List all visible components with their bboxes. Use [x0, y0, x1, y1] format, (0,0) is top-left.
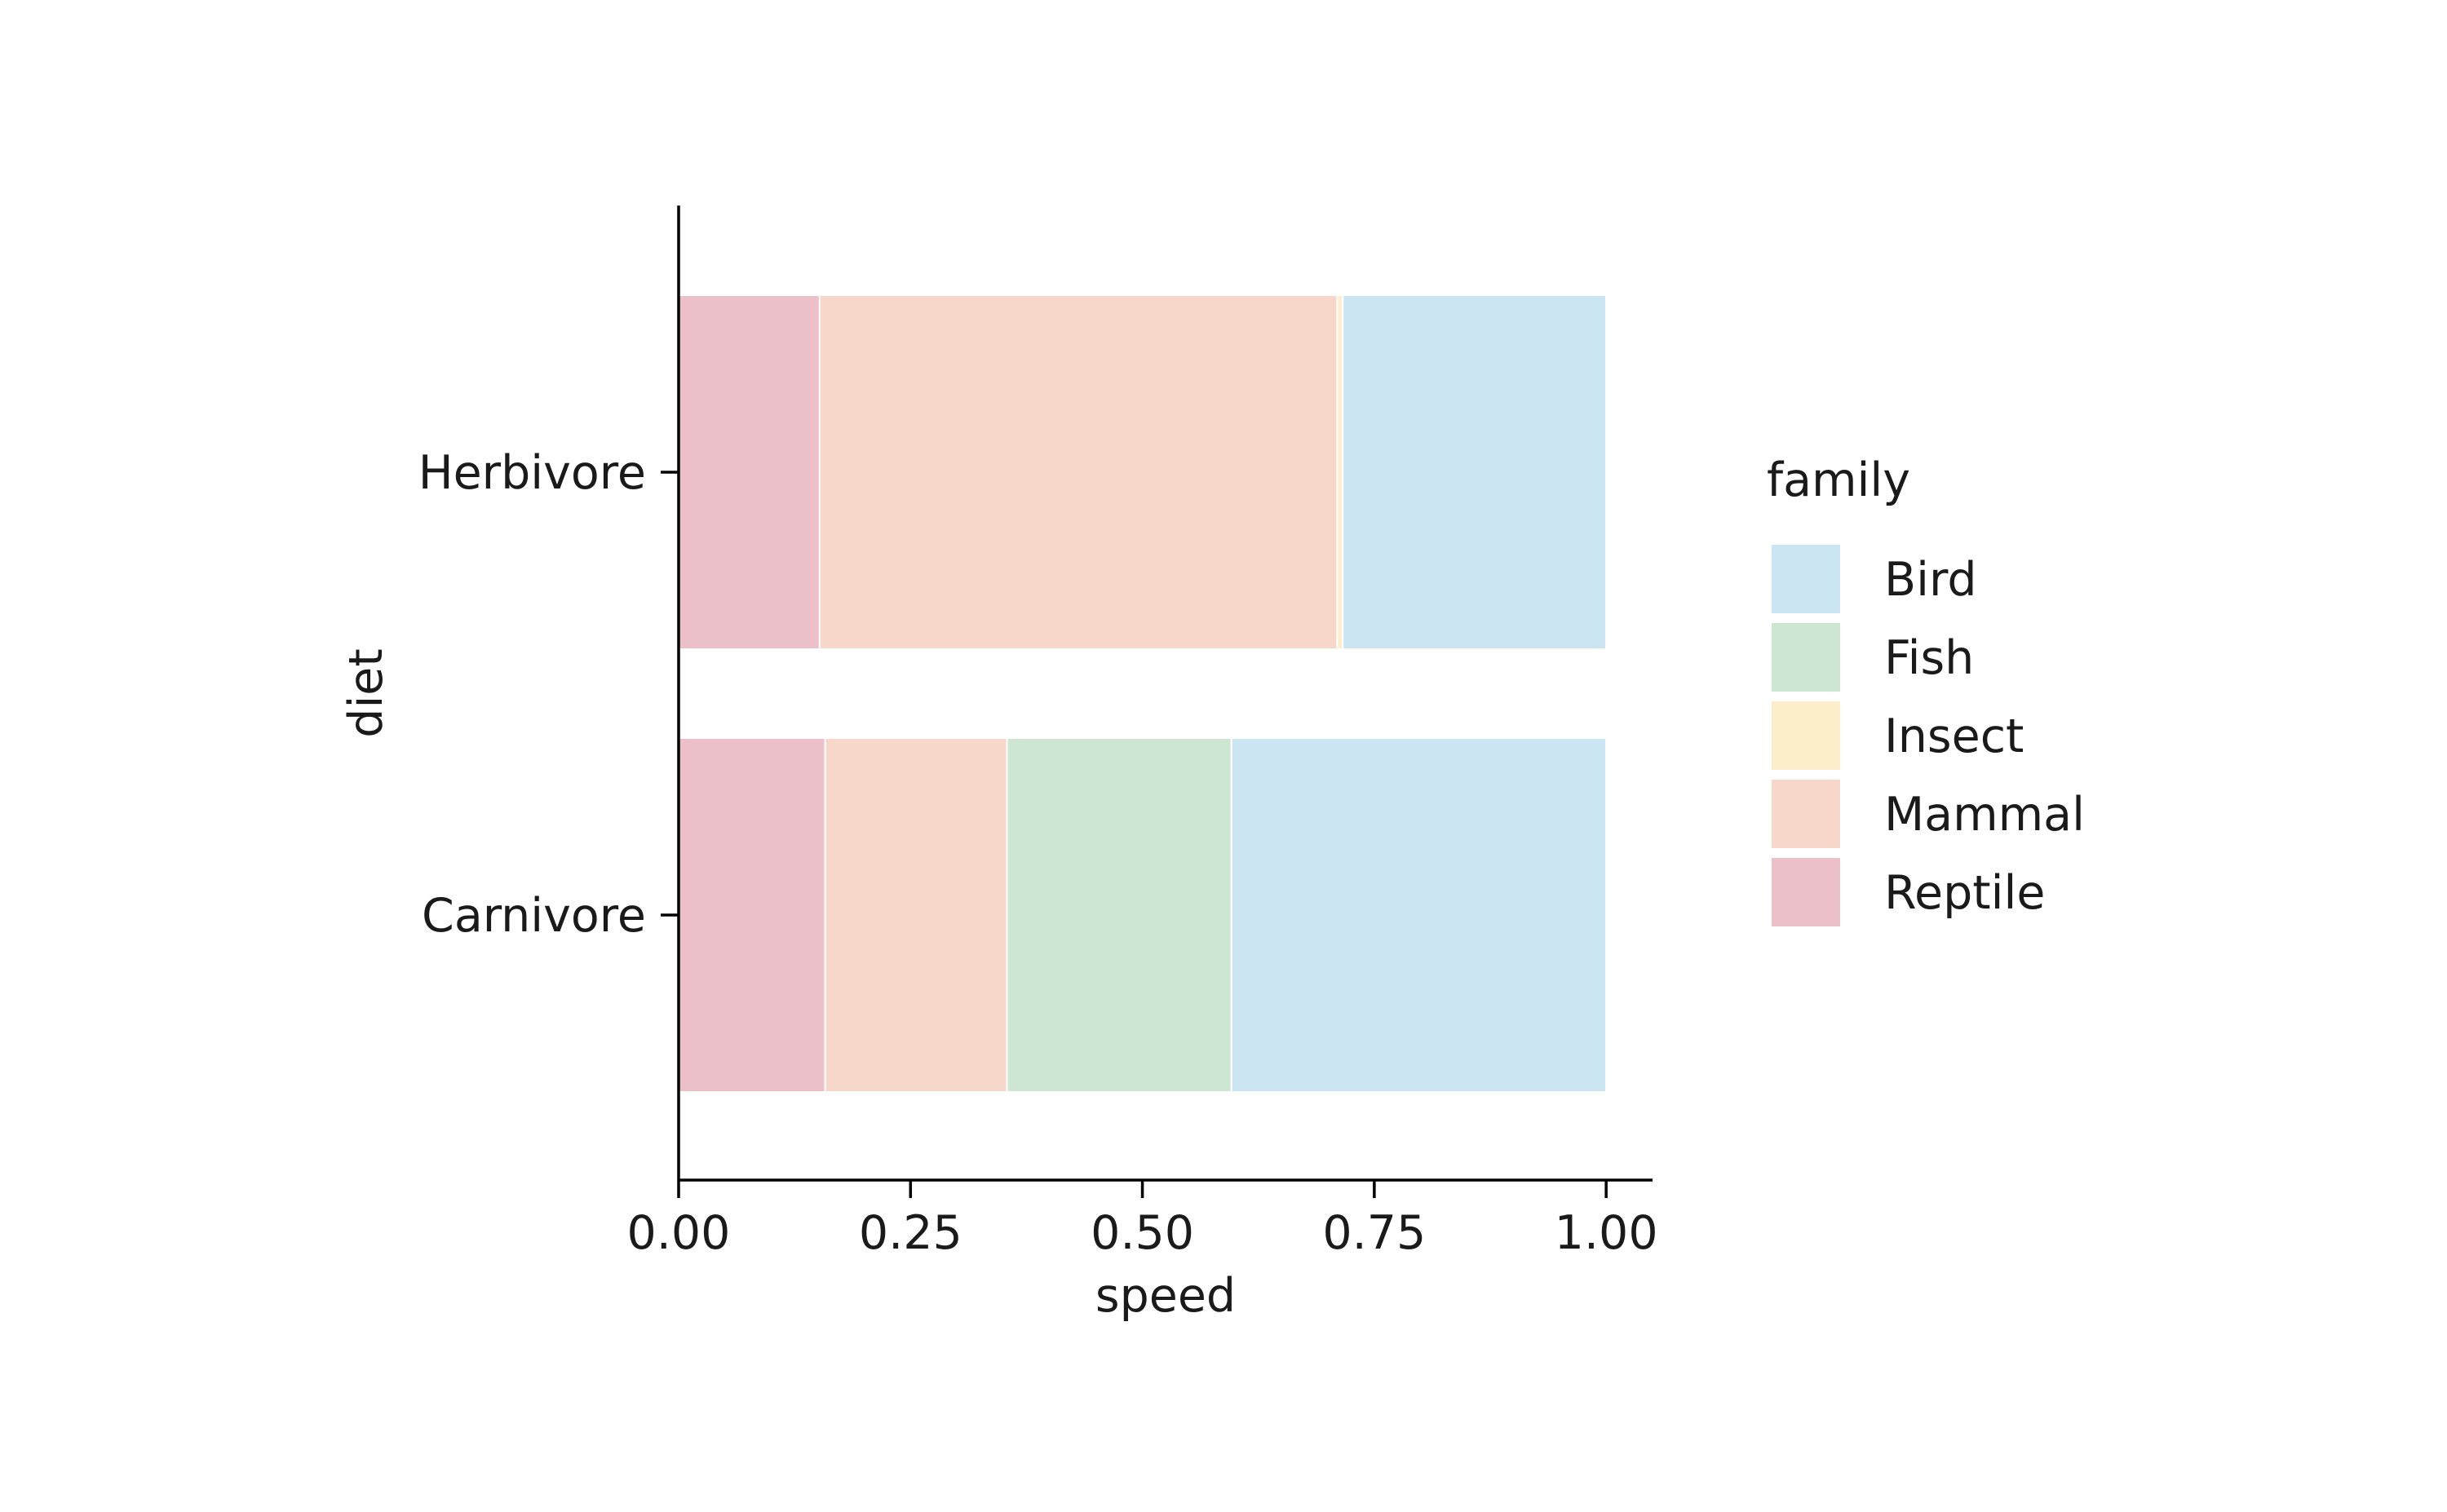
legend-swatch-mammal: [1772, 780, 1840, 848]
x-tick-label: 1.00: [1555, 1206, 1658, 1260]
bars-group: [678, 294, 1608, 1093]
y-tick-label-herbivore: Herbivore: [418, 446, 646, 500]
legend-title: family: [1767, 453, 1910, 507]
legend: family Bird Fish Insect Mammal Reptile: [1767, 453, 2085, 926]
legend-label-mammal: Mammal: [1884, 788, 2085, 842]
bar-carnivore-fish: [1006, 737, 1232, 1093]
legend-swatch-reptile: [1772, 858, 1840, 926]
x-tick-label: 0.75: [1322, 1206, 1426, 1260]
y-tick-label-carnivore: Carnivore: [422, 889, 646, 943]
axes-group: [677, 206, 1653, 1182]
x-tick-label: 0.25: [859, 1206, 962, 1260]
legend-swatch-fish: [1772, 623, 1840, 692]
legend-label-fish: Fish: [1884, 631, 1974, 685]
y-axis-title: diet: [339, 648, 393, 737]
legend-label-bird: Bird: [1884, 553, 1977, 607]
legend-swatch-bird: [1772, 545, 1840, 613]
x-tick-label: 0.00: [627, 1206, 731, 1260]
bar-carnivore-mammal: [824, 737, 1008, 1093]
bar-carnivore-bird: [1230, 737, 1608, 1093]
y-ticks-group: Herbivore Carnivore: [418, 446, 679, 943]
legend-label-reptile: Reptile: [1884, 866, 2045, 920]
bar-herbivore-mammal: [818, 294, 1339, 650]
x-ticks-group: 0.00 0.25 0.50 0.75 1.00: [627, 1180, 1658, 1260]
bar-carnivore-reptile: [678, 737, 826, 1093]
legend-label-insect: Insect: [1884, 710, 2024, 763]
x-axis-title: speed: [1095, 1269, 1236, 1323]
bar-herbivore-bird: [1342, 294, 1608, 650]
legend-swatch-insect: [1772, 701, 1840, 770]
bar-herbivore-reptile: [678, 294, 821, 650]
x-tick-label: 0.50: [1091, 1206, 1194, 1260]
bar-herbivore-insect: [1336, 294, 1344, 650]
